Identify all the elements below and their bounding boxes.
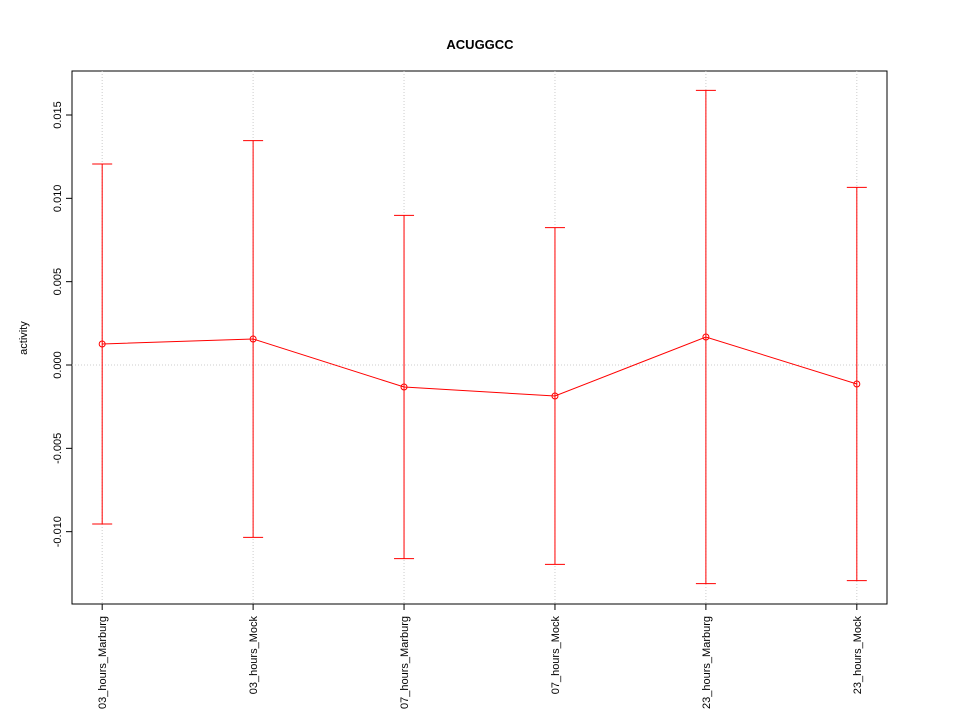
y-tick-label: 0.010 [52,185,64,213]
point [400,383,408,391]
x-tick-label: 07_hours_Mock [550,616,562,695]
series-line [102,336,857,397]
plot-frame [71,70,888,605]
y-tick-label: 0.005 [52,268,64,296]
y-tick-label: 0.000 [52,351,64,379]
x-tick-label: 03_hours_Marburg [97,616,109,709]
point [551,392,559,400]
point [702,333,710,341]
chart-title: ACUGGCC [446,37,514,52]
x-tick-label: 23_hours_Mock [852,616,864,695]
x-tick-label: 23_hours_Marburg [701,616,713,709]
y-tick-label: 0.015 [52,101,64,129]
point [853,380,861,388]
point [98,340,106,348]
y-tick-label: -0.010 [52,516,64,547]
x-tick-label: 03_hours_Mock [248,616,260,695]
y-axis-label: activity [18,321,30,355]
x-tick-label: 07_hours_Marburg [399,616,411,709]
point [249,335,257,343]
y-tick-label: -0.005 [52,433,64,464]
